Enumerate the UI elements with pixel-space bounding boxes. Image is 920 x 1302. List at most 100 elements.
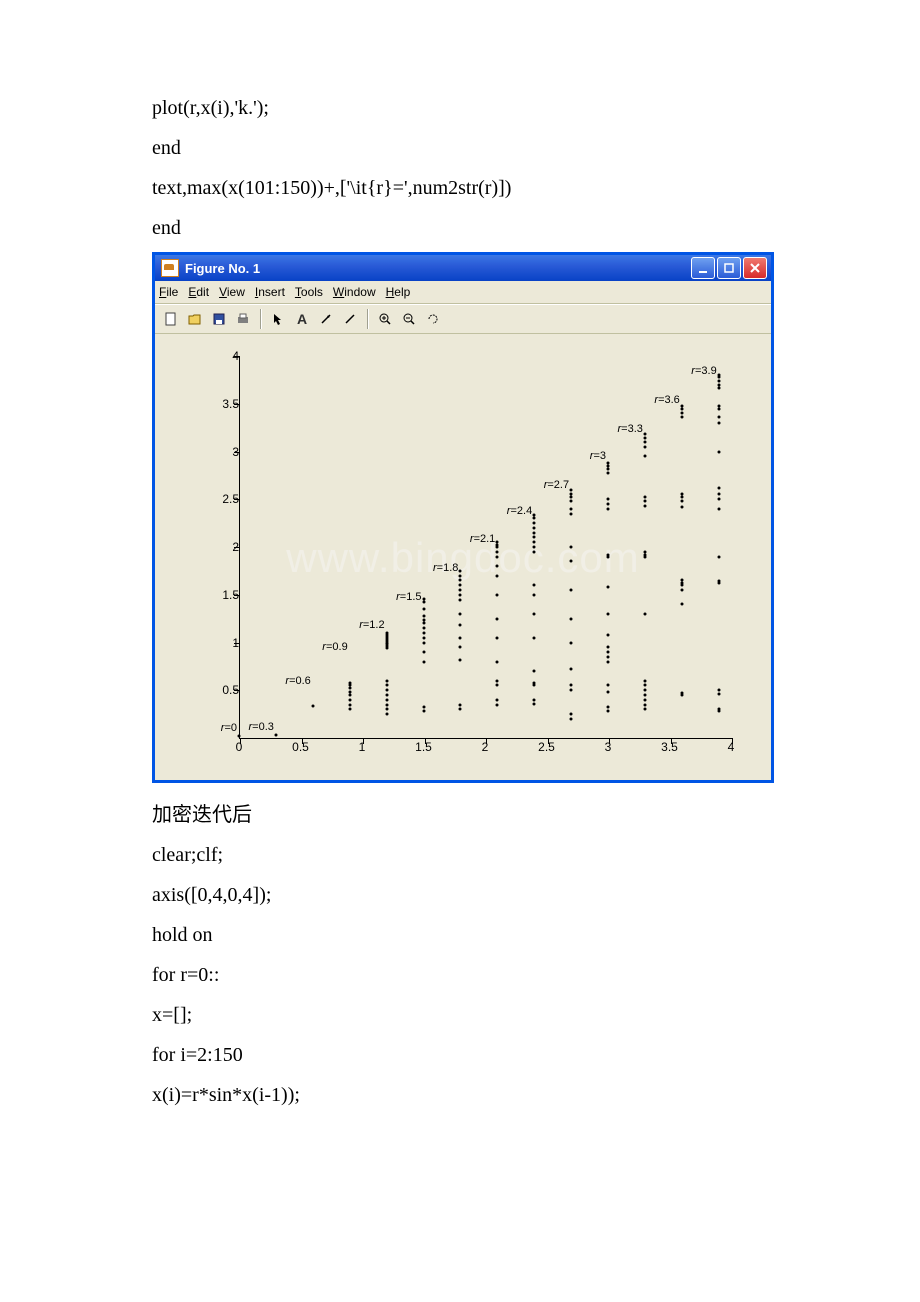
print-icon[interactable] bbox=[233, 309, 253, 329]
scatter-point bbox=[643, 445, 646, 448]
scatter-point bbox=[348, 681, 351, 684]
scatter-point bbox=[607, 471, 610, 474]
r-annotation: r=1.2 bbox=[359, 619, 384, 631]
scatter-point bbox=[717, 383, 720, 386]
scatter-point bbox=[680, 496, 683, 499]
menu-tools[interactable]: Tools bbox=[295, 285, 323, 299]
scatter-point bbox=[533, 541, 536, 544]
minimize-button[interactable] bbox=[691, 257, 715, 279]
y-tick-label: 0.5 bbox=[222, 683, 239, 697]
scatter-point bbox=[680, 505, 683, 508]
code-line: text,max(x(101:150))+,['\it{r}=',num2str… bbox=[152, 168, 768, 208]
scatter-point bbox=[459, 598, 462, 601]
scatter-point bbox=[607, 503, 610, 506]
scatter-point bbox=[496, 544, 499, 547]
scatter-point bbox=[496, 617, 499, 620]
menu-edit[interactable]: Edit bbox=[188, 285, 209, 299]
scatter-point bbox=[348, 684, 351, 687]
scatter-point bbox=[422, 597, 425, 600]
r-annotation: r=0.6 bbox=[285, 675, 310, 687]
menu-view[interactable]: View bbox=[219, 285, 245, 299]
scatter-point bbox=[717, 450, 720, 453]
menu-file[interactable]: File bbox=[159, 285, 178, 299]
scatter-point bbox=[643, 689, 646, 692]
text-icon[interactable]: A bbox=[292, 309, 312, 329]
y-tick-label: 2.5 bbox=[222, 492, 239, 506]
menu-window[interactable]: Window bbox=[333, 285, 376, 299]
scatter-point bbox=[348, 703, 351, 706]
scatter-point bbox=[680, 579, 683, 582]
scatter-point bbox=[680, 412, 683, 415]
scatter-point bbox=[680, 492, 683, 495]
figure-window: Figure No. 1 File Edit View Insert Tools… bbox=[152, 252, 774, 783]
scatter-point bbox=[717, 693, 720, 696]
scatter-point bbox=[274, 734, 277, 737]
scatter-point bbox=[643, 708, 646, 711]
scatter-point bbox=[422, 622, 425, 625]
menu-insert[interactable]: Insert bbox=[255, 285, 285, 299]
pointer-icon[interactable] bbox=[268, 309, 288, 329]
scatter-point bbox=[533, 546, 536, 549]
code-line: axis([0,4,0,4]); bbox=[152, 875, 768, 915]
scatter-point bbox=[643, 703, 646, 706]
scatter-point bbox=[643, 553, 646, 556]
scatter-point bbox=[607, 646, 610, 649]
maximize-button[interactable] bbox=[717, 257, 741, 279]
scatter-point bbox=[717, 507, 720, 510]
rotate-icon[interactable] bbox=[423, 309, 443, 329]
menubar: File Edit View Insert Tools Window Help bbox=[155, 281, 771, 304]
scatter-point bbox=[422, 608, 425, 611]
scatter-point bbox=[496, 679, 499, 682]
scatter-point bbox=[570, 546, 573, 549]
scatter-point bbox=[570, 588, 573, 591]
scatter-point bbox=[607, 553, 610, 556]
x-tick-label: 2.5 bbox=[538, 740, 555, 754]
r-annotation: r=0 bbox=[221, 722, 237, 734]
zoom-in-icon[interactable] bbox=[375, 309, 395, 329]
arrow-icon[interactable] bbox=[316, 309, 336, 329]
code-line: hold on bbox=[152, 915, 768, 955]
scatter-point bbox=[385, 708, 388, 711]
line-icon[interactable] bbox=[340, 309, 360, 329]
scatter-point bbox=[533, 593, 536, 596]
save-icon[interactable] bbox=[209, 309, 229, 329]
open-icon[interactable] bbox=[185, 309, 205, 329]
titlebar[interactable]: Figure No. 1 bbox=[155, 255, 771, 281]
scatter-point bbox=[717, 708, 720, 711]
x-tick-label: 3 bbox=[605, 740, 612, 754]
r-annotation: r=2.7 bbox=[544, 479, 569, 491]
plot-area: www.bingdoc.com 0.511.522.533.5400.511.5… bbox=[155, 334, 771, 780]
r-annotation: r=2.4 bbox=[507, 505, 532, 517]
code-line: end bbox=[152, 208, 768, 248]
scatter-point bbox=[570, 492, 573, 495]
scatter-point bbox=[533, 698, 536, 701]
scatter-point bbox=[533, 702, 536, 705]
code-block-bottom: 加密迭代后 clear;clf; axis([0,4,0,4]); hold o… bbox=[152, 795, 768, 1115]
x-tick-label: 1.5 bbox=[415, 740, 432, 754]
code-block-top: plot(r,x(i),'k.'); end text,max(x(101:15… bbox=[152, 88, 768, 248]
zoom-out-icon[interactable] bbox=[399, 309, 419, 329]
scatter-point bbox=[570, 689, 573, 692]
scatter-point bbox=[533, 531, 536, 534]
scatter-point bbox=[643, 433, 646, 436]
scatter-point bbox=[238, 735, 241, 738]
scatter-point bbox=[717, 580, 720, 583]
scatter-point bbox=[570, 488, 573, 491]
window-title: Figure No. 1 bbox=[185, 261, 260, 276]
code-line: plot(r,x(i),'k.'); bbox=[152, 88, 768, 128]
scatter-point bbox=[496, 703, 499, 706]
scatter-point bbox=[459, 579, 462, 582]
scatter-point bbox=[717, 498, 720, 501]
menu-help[interactable]: Help bbox=[386, 285, 411, 299]
scatter-point bbox=[422, 641, 425, 644]
new-icon[interactable] bbox=[161, 309, 181, 329]
scatter-point bbox=[496, 593, 499, 596]
scatter-point bbox=[533, 612, 536, 615]
close-button[interactable] bbox=[743, 257, 767, 279]
scatter-point bbox=[422, 627, 425, 630]
scatter-point bbox=[717, 379, 720, 382]
scatter-point bbox=[643, 694, 646, 697]
x-tick-label: 0 bbox=[236, 740, 243, 754]
scatter-point bbox=[533, 684, 536, 687]
matlab-figure-icon bbox=[161, 259, 179, 277]
